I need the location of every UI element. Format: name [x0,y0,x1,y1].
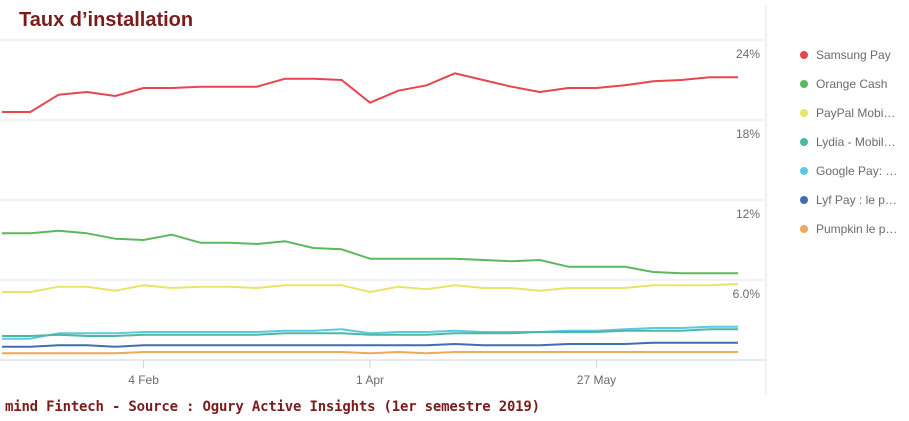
legend-item[interactable]: Google Pay: … [800,156,909,185]
y-tick-label: 6.0% [733,287,761,301]
y-tick-label: 18% [736,127,760,141]
x-tick-label: 27 May [577,373,616,387]
x-tick-label: 4 Feb [128,373,159,387]
x-tick-label: 1 Apr [356,373,384,387]
legend-label: Samsung Pay [816,47,891,62]
series-line-google-pay[interactable] [2,325,738,340]
legend-label: PayPal Mobi… [816,105,896,120]
legend-item[interactable]: Lydia - Mobil… [800,127,909,156]
y-tick-label: 12% [736,207,760,221]
chart-title: Taux d’installation [19,9,194,31]
series-line-lyf-pay[interactable] [2,341,738,348]
legend-item[interactable]: PayPal Mobi… [800,98,909,127]
legend-label: Pumpkin le p… [816,221,898,236]
legend-label: Google Pay: … [816,163,898,178]
axes-group: 24% 18% 12% 6.0% 4 Feb 1 Apr 27 May [0,47,766,387]
legend-label: Lydia - Mobil… [816,134,896,149]
legend-marker [800,166,808,175]
legend-item[interactable]: Orange Cash [800,69,909,98]
series-line-samsung-pay[interactable] [2,72,738,113]
grid-lines [0,5,767,395]
series-line-lydia-mobile[interactable] [2,328,738,337]
source-note: mind Fintech - Source : Ogury Active Ins… [5,399,540,415]
legend-marker [800,224,808,233]
legend-marker [800,108,808,117]
legend-item[interactable]: Samsung Pay [800,40,909,69]
y-tick-label: 24% [736,47,760,61]
series-line-paypal-mobile[interactable] [2,283,739,293]
legend-marker [800,79,808,88]
series-line-orange-cash[interactable] [2,229,738,275]
legend-label: Orange Cash [816,76,888,91]
series-line-pumpkin-le-paiement[interactable] [2,351,738,355]
legend-item[interactable]: Lyf Pay : le p… [800,185,909,214]
legend-marker [800,50,808,59]
legend-item[interactable]: Pumpkin le p… [800,214,909,243]
legend-label: Lyf Pay : le p… [816,192,897,207]
legend-marker [800,137,808,146]
legend: Samsung Pay Orange Cash PayPal Mobi… Lydia … [800,40,909,243]
series-group [2,72,739,355]
legend-marker [800,195,808,204]
